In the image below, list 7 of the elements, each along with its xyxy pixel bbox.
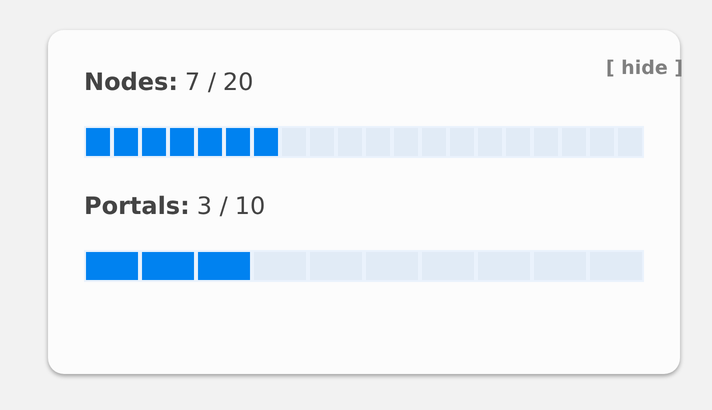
data-label: 10 [234, 191, 266, 221]
data-label: 3 / [196, 191, 228, 221]
text: Portals: [84, 191, 190, 221]
text: Nodes: [84, 67, 178, 97]
data-label: 20 [222, 67, 254, 97]
text: [ hide ] [606, 57, 683, 79]
data-label: 7 / [184, 67, 216, 97]
